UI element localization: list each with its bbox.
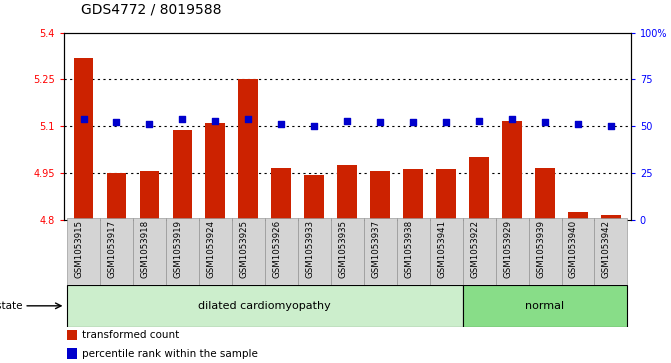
Bar <box>133 218 166 285</box>
Point <box>606 123 617 129</box>
Text: GSM1053937: GSM1053937 <box>371 220 380 278</box>
Bar <box>305 175 324 220</box>
Bar <box>298 218 331 285</box>
Bar <box>140 171 159 220</box>
Text: GSM1053918: GSM1053918 <box>140 220 150 278</box>
Bar <box>601 215 621 220</box>
Point <box>309 123 319 129</box>
Point <box>572 121 583 127</box>
Text: GSM1053919: GSM1053919 <box>173 220 183 278</box>
Bar <box>100 218 133 285</box>
Text: GSM1053926: GSM1053926 <box>272 220 281 278</box>
Text: GSM1053917: GSM1053917 <box>107 220 117 278</box>
Text: GSM1053922: GSM1053922 <box>470 220 479 278</box>
Bar <box>238 79 258 220</box>
Text: GSM1053942: GSM1053942 <box>602 220 611 278</box>
Point <box>474 118 484 123</box>
Bar <box>462 285 627 327</box>
Bar <box>595 218 627 285</box>
Bar <box>272 168 291 220</box>
Text: GSM1053933: GSM1053933 <box>305 220 314 278</box>
Text: GDS4772 / 8019588: GDS4772 / 8019588 <box>81 2 221 16</box>
Bar <box>265 218 298 285</box>
Text: GSM1053924: GSM1053924 <box>207 220 215 278</box>
Text: GSM1053939: GSM1053939 <box>536 220 545 278</box>
Point <box>408 119 419 125</box>
Text: transformed count: transformed count <box>83 330 180 340</box>
Bar <box>496 218 529 285</box>
Text: GSM1053925: GSM1053925 <box>240 220 248 278</box>
Bar <box>199 218 232 285</box>
Text: percentile rank within the sample: percentile rank within the sample <box>83 348 258 359</box>
Text: GSM1053941: GSM1053941 <box>437 220 446 278</box>
Bar <box>172 130 193 220</box>
Bar <box>107 173 126 220</box>
Text: disease state: disease state <box>0 301 23 311</box>
Text: dilated cardiomyopathy: dilated cardiomyopathy <box>199 301 331 311</box>
Point <box>111 119 122 125</box>
Bar <box>205 123 225 220</box>
Bar <box>331 218 364 285</box>
Bar <box>436 169 456 220</box>
Point <box>243 116 254 122</box>
Bar <box>364 218 397 285</box>
Text: GSM1053940: GSM1053940 <box>569 220 578 278</box>
Text: GSM1053915: GSM1053915 <box>74 220 83 278</box>
Bar <box>568 212 588 220</box>
Point <box>375 119 386 125</box>
Text: normal: normal <box>525 301 564 311</box>
Bar <box>338 165 357 220</box>
Bar <box>67 348 77 359</box>
Point <box>177 116 188 122</box>
Point <box>507 116 517 122</box>
Bar <box>67 330 77 340</box>
Bar <box>232 218 265 285</box>
Bar <box>67 218 100 285</box>
Bar <box>535 168 555 220</box>
Bar <box>502 122 522 220</box>
Bar <box>469 157 489 220</box>
Text: GSM1053935: GSM1053935 <box>338 220 348 278</box>
Bar <box>429 218 462 285</box>
Bar <box>370 171 390 220</box>
Point <box>144 121 155 127</box>
Point <box>78 116 89 122</box>
Point <box>276 121 287 127</box>
Bar <box>462 218 496 285</box>
Bar <box>166 218 199 285</box>
Bar <box>74 58 93 220</box>
Bar <box>397 218 429 285</box>
Point <box>210 118 221 123</box>
Point <box>342 118 353 123</box>
Bar <box>562 218 595 285</box>
Text: GSM1053938: GSM1053938 <box>404 220 413 278</box>
Bar <box>403 169 423 220</box>
Text: GSM1053929: GSM1053929 <box>503 220 512 278</box>
Bar <box>529 218 562 285</box>
Point <box>539 119 550 125</box>
Point <box>441 119 452 125</box>
Bar <box>67 285 462 327</box>
